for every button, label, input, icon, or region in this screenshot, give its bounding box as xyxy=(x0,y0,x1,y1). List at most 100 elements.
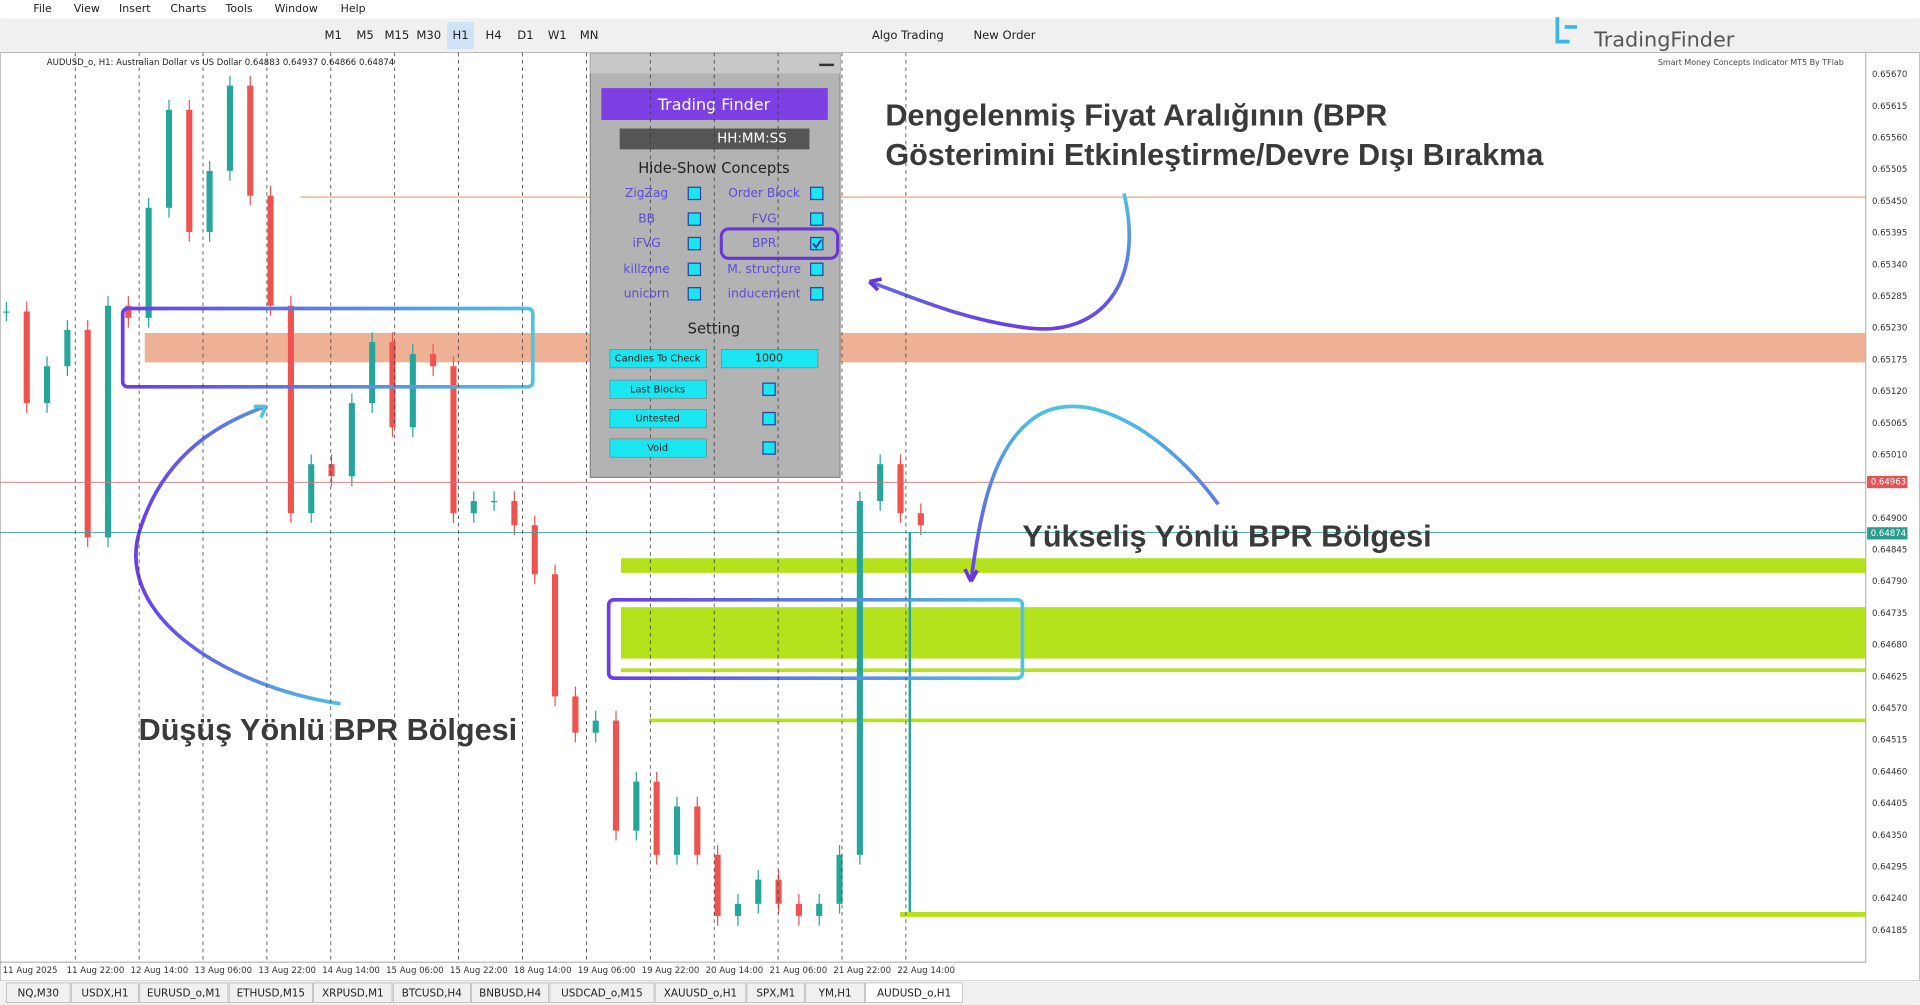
candle xyxy=(836,854,843,904)
price-label: 0.65505 xyxy=(1872,165,1907,175)
new-order-button[interactable]: New Order xyxy=(973,28,1035,42)
concept-label: M. structure xyxy=(727,262,801,276)
candle xyxy=(43,366,51,404)
candle xyxy=(430,354,437,367)
arrow xyxy=(134,404,341,706)
price-label: 0.64350 xyxy=(1872,831,1907,841)
menu-item[interactable]: Insert xyxy=(119,2,151,15)
concept-checkbox[interactable] xyxy=(687,287,702,301)
candle xyxy=(206,170,213,232)
concept-label: ZigZag xyxy=(625,186,668,200)
menu-item[interactable]: Charts xyxy=(170,2,206,15)
chart-area xyxy=(0,52,1920,981)
candle xyxy=(64,329,71,367)
price-label: 0.64405 xyxy=(1872,799,1907,809)
timeframe-button[interactable]: M30 xyxy=(416,28,441,42)
arrow-head xyxy=(868,277,883,292)
concept-checkbox[interactable] xyxy=(810,212,824,226)
setting-button[interactable] xyxy=(609,438,707,458)
chart-tab[interactable] xyxy=(139,982,229,1003)
time-label: 14 Aug 14:00 xyxy=(322,966,380,976)
timeframe-button[interactable]: M5 xyxy=(356,28,373,42)
algo-trading-button[interactable]: Algo Trading xyxy=(872,28,944,42)
price-label: 0.65450 xyxy=(1872,197,1907,207)
price-label: 0.65065 xyxy=(1872,419,1907,429)
candle xyxy=(714,854,721,916)
timeframe-button[interactable]: W1 xyxy=(548,28,567,42)
chart-tab[interactable] xyxy=(6,982,71,1003)
candle xyxy=(308,464,315,514)
price-label: 0.64460 xyxy=(1872,767,1907,777)
candle xyxy=(612,720,620,831)
candle xyxy=(734,903,742,916)
chart-tab[interactable] xyxy=(313,982,393,1003)
indicator-panel xyxy=(589,53,841,479)
price-label: 0.64240 xyxy=(1872,894,1907,904)
timeframe-button[interactable]: H4 xyxy=(486,28,502,42)
candle xyxy=(633,781,640,831)
timeframe-button[interactable]: D1 xyxy=(517,28,533,42)
chart-tab-label: SPX,M1 xyxy=(756,987,795,999)
price-tag xyxy=(1867,475,1908,489)
annotation: Yükseliş Yönlü BPR Bölgesi xyxy=(1022,520,1431,554)
price-label: 0.65175 xyxy=(1872,355,1907,365)
minimize-button[interactable] xyxy=(819,63,834,67)
time-label: 18 Aug 14:00 xyxy=(514,966,572,976)
candle xyxy=(389,342,396,428)
menu-item[interactable]: Help xyxy=(341,2,366,15)
candle xyxy=(23,311,30,404)
arrow-head xyxy=(253,404,268,419)
time-label: 21 Aug 06:00 xyxy=(770,966,828,976)
chart-tab[interactable] xyxy=(549,982,655,1003)
time-label: 15 Aug 06:00 xyxy=(386,966,444,976)
bullish-zone xyxy=(649,718,1866,723)
chart-tab[interactable] xyxy=(746,982,805,1003)
candle xyxy=(491,501,498,503)
time-label: 12 Aug 14:00 xyxy=(131,966,189,976)
setting-button[interactable] xyxy=(609,379,707,399)
candle xyxy=(653,781,660,855)
setting-input[interactable] xyxy=(720,349,819,369)
annotation: Düşüş Yönlü BPR Bölgesi xyxy=(139,713,518,747)
price-label: 0.65395 xyxy=(1872,229,1907,239)
chart-tab[interactable] xyxy=(70,982,139,1003)
candle xyxy=(531,525,538,575)
concept-checkbox[interactable] xyxy=(687,262,702,277)
chart-tab[interactable] xyxy=(228,982,313,1003)
concept-checkbox[interactable] xyxy=(810,186,824,201)
concept-checkbox[interactable] xyxy=(687,186,702,201)
chart-tab-label: XRPUSD,M1 xyxy=(322,987,384,999)
timeframe-button[interactable]: M1 xyxy=(325,28,342,42)
chart-tab[interactable] xyxy=(471,982,550,1003)
chart-tab[interactable] xyxy=(392,982,471,1003)
price-label: 0.65010 xyxy=(1872,450,1907,460)
candle xyxy=(267,195,274,306)
chart-tab[interactable] xyxy=(865,982,963,1003)
concept-checkbox[interactable] xyxy=(687,212,702,226)
concept-checkbox[interactable] xyxy=(687,236,702,251)
concept-checkbox[interactable] xyxy=(810,287,824,301)
menu-item[interactable]: Window xyxy=(274,2,317,15)
section-title: Hide-Show Concepts xyxy=(638,160,789,177)
bullish-zone xyxy=(620,607,1866,659)
timeframe-button[interactable]: M15 xyxy=(385,28,410,42)
setting-checkbox[interactable] xyxy=(762,382,776,397)
menu-item[interactable]: File xyxy=(33,2,52,15)
menu-item[interactable]: Tools xyxy=(225,2,253,15)
price-tag-label: 0.64874 xyxy=(1871,529,1906,539)
setting-checkbox[interactable] xyxy=(762,411,776,426)
brand-icon xyxy=(1555,17,1577,44)
setting-checkbox[interactable] xyxy=(762,441,776,455)
setting-button[interactable] xyxy=(609,409,707,429)
candle xyxy=(816,903,823,916)
timeframe-button[interactable]: H1 xyxy=(452,28,468,42)
timeframe-button[interactable]: MN xyxy=(580,28,599,42)
candle xyxy=(755,879,762,904)
setting-button[interactable] xyxy=(609,349,707,369)
menu-item[interactable]: View xyxy=(74,2,100,15)
concept-checkbox[interactable] xyxy=(810,262,824,277)
chart-tab[interactable] xyxy=(654,982,747,1003)
setting-label: Void xyxy=(647,443,668,454)
chart-tab-label: NQ,M30 xyxy=(18,987,59,999)
chart-tab[interactable] xyxy=(805,982,865,1003)
